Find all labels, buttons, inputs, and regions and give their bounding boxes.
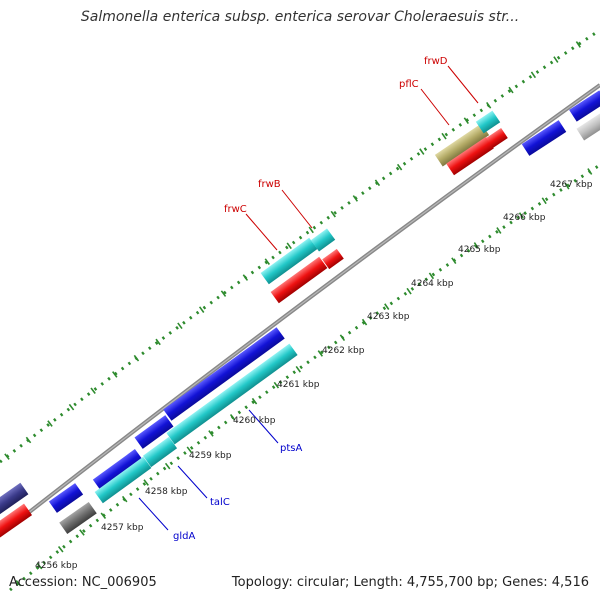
scale-label-4267: 4267 kbp: [550, 180, 593, 190]
leader-talC: [177, 465, 208, 499]
accession-text: Accession: NC_006905: [9, 575, 157, 590]
upper-tick-track: [0, 27, 600, 465]
gene-block: [0, 503, 33, 541]
gene-block-pflC: [434, 123, 490, 167]
gene-block: [163, 327, 285, 421]
gene-label-talC: talC: [210, 497, 230, 508]
gene-block: [59, 501, 97, 535]
gene-block: [92, 449, 144, 491]
genome-backbone-highlight: [0, 84, 600, 536]
scale-labels: 4256 kbp 4257 kbp 4258 kbp 4259 kbp 4260…: [35, 180, 593, 571]
gene-label-frwC: frwC: [224, 204, 247, 215]
leader-frwD: [447, 65, 479, 104]
scale-label-4259: 4259 kbp: [189, 451, 232, 461]
gene-block: [446, 136, 494, 176]
lower-tick-major: [7, 162, 600, 593]
gene-block: [134, 415, 174, 449]
scale-label-4261: 4261 kbp: [277, 380, 320, 390]
gene-block: [0, 482, 29, 518]
scale-label-4262: 4262 kbp: [322, 346, 365, 356]
scale-label-4258: 4258 kbp: [145, 487, 188, 497]
leader-ptsA: [248, 409, 279, 444]
lower-tick-minor: [9, 163, 600, 592]
gene-block-ptsA: [166, 343, 298, 445]
gene-label-frwD: frwD: [424, 56, 448, 67]
gene-label-leaders: [138, 65, 479, 531]
gene-label-gldA: gldA: [173, 531, 195, 542]
leader-frwC: [245, 213, 278, 251]
scale-label-4260: 4260 kbp: [233, 416, 276, 426]
gene-label-ptsA: ptsA: [280, 443, 302, 454]
gene-block-talC: [142, 436, 178, 468]
scale-label-4264: 4264 kbp: [411, 279, 454, 289]
leader-frwB: [281, 189, 313, 229]
genome-backbone: [0, 83, 600, 537]
map-title: Salmonella enterica subsp. enterica sero…: [80, 9, 520, 25]
scale-label-4266: 4266 kbp: [503, 213, 546, 223]
gene-block-frwD: [475, 110, 501, 134]
leader-gldA: [138, 497, 169, 531]
gene-block: [569, 90, 600, 122]
gene-label-pflC: pflC: [399, 79, 419, 90]
scale-label-4257: 4257 kbp: [101, 523, 144, 533]
forward-genes: [0, 90, 600, 518]
gene-block: [521, 120, 567, 156]
scale-label-4263: 4263 kbp: [367, 312, 410, 322]
gene-block: [322, 248, 344, 270]
gene-block: [486, 127, 508, 149]
gene-labels: gldA talC ptsA frwC frwB pflC frwD: [173, 56, 448, 542]
scale-label-4256: 4256 kbp: [35, 561, 78, 571]
lower-tick-track: [7, 162, 600, 593]
gene-block: [48, 483, 84, 513]
scale-label-4265: 4265 kbp: [458, 245, 501, 255]
gene-block-gldA: [94, 456, 152, 504]
gene-block-frwB: [310, 228, 336, 252]
reverse-genes: [0, 113, 600, 541]
gene-label-frwB: frwB: [258, 179, 281, 190]
gene-block: [270, 256, 328, 304]
gene-block-frwC: [260, 237, 318, 285]
topology-text: Topology: circular; Length: 4,755,700 bp…: [231, 575, 589, 590]
leader-pflC: [420, 88, 450, 126]
upper-tick-minor: [0, 28, 600, 464]
